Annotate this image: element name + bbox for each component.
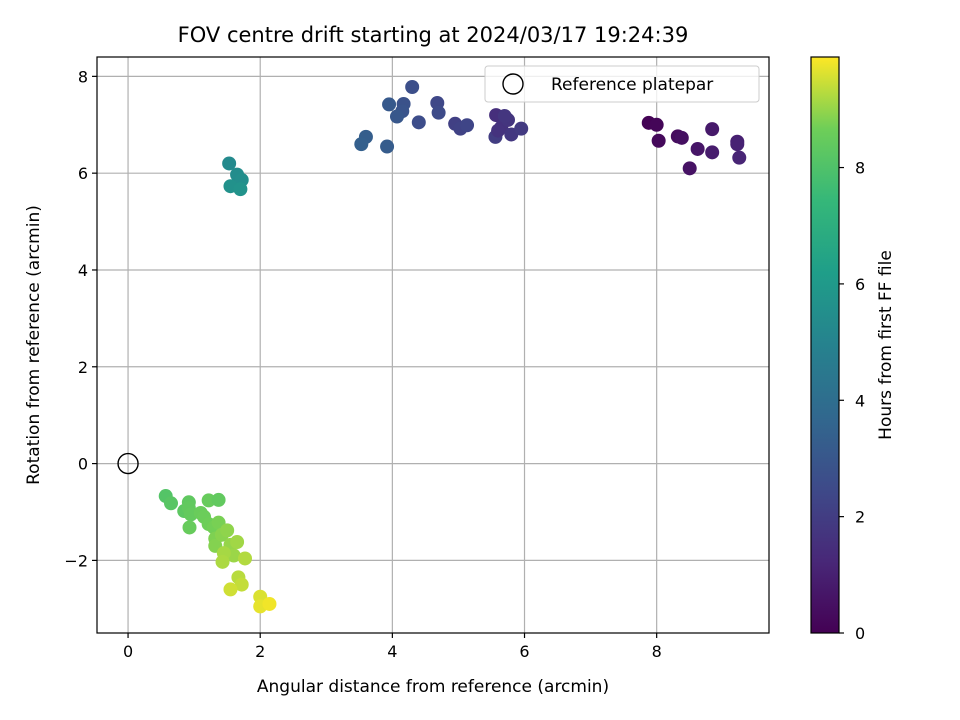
y-tick-label: −2	[64, 551, 88, 570]
x-tick-label: 0	[123, 642, 133, 661]
data-point	[497, 109, 512, 124]
colorbar-ticks: 0 2 4 6 8	[839, 159, 865, 643]
y-axis-ticks: −2 0 2 4 6 8	[64, 67, 97, 570]
grid-lines	[97, 57, 769, 633]
colorbar-tick-label: 2	[855, 508, 865, 527]
x-tick-label: 2	[255, 642, 265, 661]
x-axis-label: Angular distance from reference (arcmin)	[257, 677, 609, 697]
plot-frame	[96, 56, 770, 634]
y-axis-label: Rotation from reference (arcmin)	[24, 205, 44, 485]
data-point	[491, 123, 506, 138]
data-point	[705, 145, 720, 160]
data-point	[730, 137, 745, 152]
x-tick-label: 6	[519, 642, 529, 661]
data-point	[431, 105, 446, 120]
data-point	[649, 117, 664, 132]
data-point	[690, 141, 705, 156]
colorbar-gradient	[811, 57, 839, 633]
data-point	[230, 535, 245, 550]
reference-platepar-marker	[117, 452, 139, 475]
x-axis-ticks: 0 2 4 6 8	[123, 633, 662, 661]
colorbar-tick-label: 6	[855, 275, 865, 294]
legend-reference-marker	[502, 73, 524, 95]
data-point	[382, 97, 397, 112]
data-points	[158, 80, 747, 614]
x-tick-label: 8	[652, 642, 662, 661]
chart-title: FOV centre drift starting at 2024/03/17 …	[178, 23, 689, 47]
colorbar-label: Hours from first FF file	[876, 250, 896, 440]
y-tick-label: 6	[78, 164, 88, 183]
data-point	[460, 118, 475, 133]
colorbar-frame	[810, 56, 840, 634]
data-point	[405, 80, 420, 95]
data-point	[223, 582, 238, 597]
data-point	[234, 577, 249, 592]
data-point	[651, 133, 666, 148]
data-point	[222, 156, 237, 171]
colorbar: 0 2 4 6 8 Hours from first FF file	[810, 56, 896, 643]
data-point	[514, 121, 529, 136]
reference-marker-group	[117, 452, 139, 475]
data-point	[233, 182, 248, 197]
colorbar-tick-label: 8	[855, 159, 865, 178]
y-tick-label: 4	[78, 261, 88, 280]
data-point	[201, 493, 216, 508]
y-tick-label: 0	[78, 455, 88, 474]
data-point	[411, 115, 426, 130]
data-point	[215, 554, 230, 569]
data-point	[220, 523, 235, 538]
colorbar-tick-label: 0	[855, 624, 865, 643]
x-tick-label: 4	[387, 642, 397, 661]
legend-entry-reference: Reference platepar	[551, 75, 713, 95]
y-tick-label: 8	[78, 67, 88, 86]
colorbar-tick-label: 4	[855, 391, 865, 410]
data-point	[380, 139, 395, 154]
data-point	[354, 137, 369, 152]
legend-box	[484, 65, 760, 103]
data-point	[705, 122, 720, 137]
data-point	[732, 150, 747, 165]
data-point	[211, 492, 226, 507]
legend: Reference platepar	[484, 65, 760, 103]
data-point	[164, 496, 179, 511]
data-point	[238, 551, 253, 566]
data-point	[182, 520, 197, 535]
data-point	[262, 596, 277, 611]
y-tick-label: 2	[78, 358, 88, 377]
data-point	[389, 109, 404, 124]
data-point	[674, 130, 689, 145]
data-point	[682, 161, 697, 176]
